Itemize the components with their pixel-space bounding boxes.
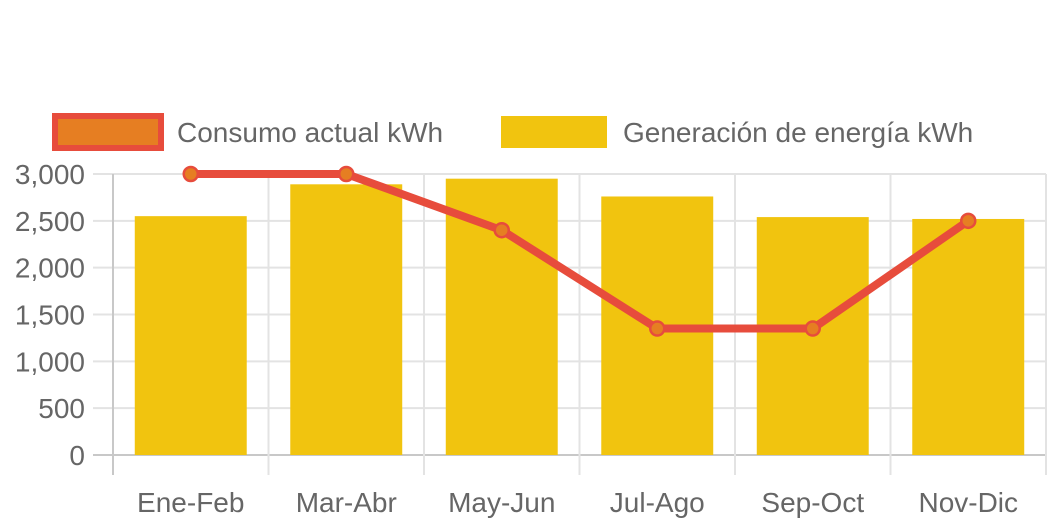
y-tick-label: 0 — [69, 440, 85, 471]
y-tick-label: 3,000 — [15, 159, 85, 190]
x-tick-label: May-Jun — [448, 487, 555, 518]
line-consumo — [186, 170, 973, 333]
bar-generacion[interactable] — [290, 184, 403, 455]
bar-generacion[interactable] — [912, 218, 1025, 455]
chart-legend: Consumo actual kWh Generación de energía… — [52, 113, 973, 151]
point-consumo[interactable] — [960, 212, 977, 230]
consumo-line-layer — [182, 165, 977, 337]
legend-label-generacion: Generación de energía kWh — [623, 117, 973, 148]
x-tick-label: Sep-Oct — [761, 487, 864, 518]
point-consumo[interactable] — [649, 320, 666, 337]
bar-generacion[interactable] — [134, 216, 247, 455]
point-consumo[interactable] — [338, 165, 355, 183]
grid — [93, 173, 1047, 475]
x-tick-label: Nov-Dic — [918, 487, 1018, 518]
legend-label-consumo: Consumo actual kWh — [177, 117, 443, 148]
legend-item-consumo[interactable]: Consumo actual kWh — [52, 113, 443, 151]
x-tick-label: Ene-Feb — [137, 487, 244, 518]
point-consumo[interactable] — [804, 320, 821, 337]
axes: 0 500 1,000 1,500 2,000 2,500 3,000 Ene-Feb Mar-… — [15, 159, 1018, 518]
point-consumo[interactable] — [493, 221, 510, 239]
point-consumo[interactable] — [182, 165, 199, 183]
y-tick-label: 1,500 — [15, 300, 85, 331]
y-tick-label: 1,000 — [15, 346, 85, 377]
legend-item-generacion[interactable]: Generación de energía kWh — [501, 116, 973, 148]
x-tick-label: Jul-Ago — [610, 487, 705, 518]
y-tick-label: 500 — [38, 393, 85, 424]
y-tick-label: 2,000 — [15, 253, 85, 284]
legend-swatch-generacion — [501, 116, 607, 148]
legend-swatch-consumo — [52, 113, 164, 151]
x-tick-label: Mar-Abr — [296, 487, 397, 518]
y-tick-label: 2,500 — [15, 206, 85, 237]
